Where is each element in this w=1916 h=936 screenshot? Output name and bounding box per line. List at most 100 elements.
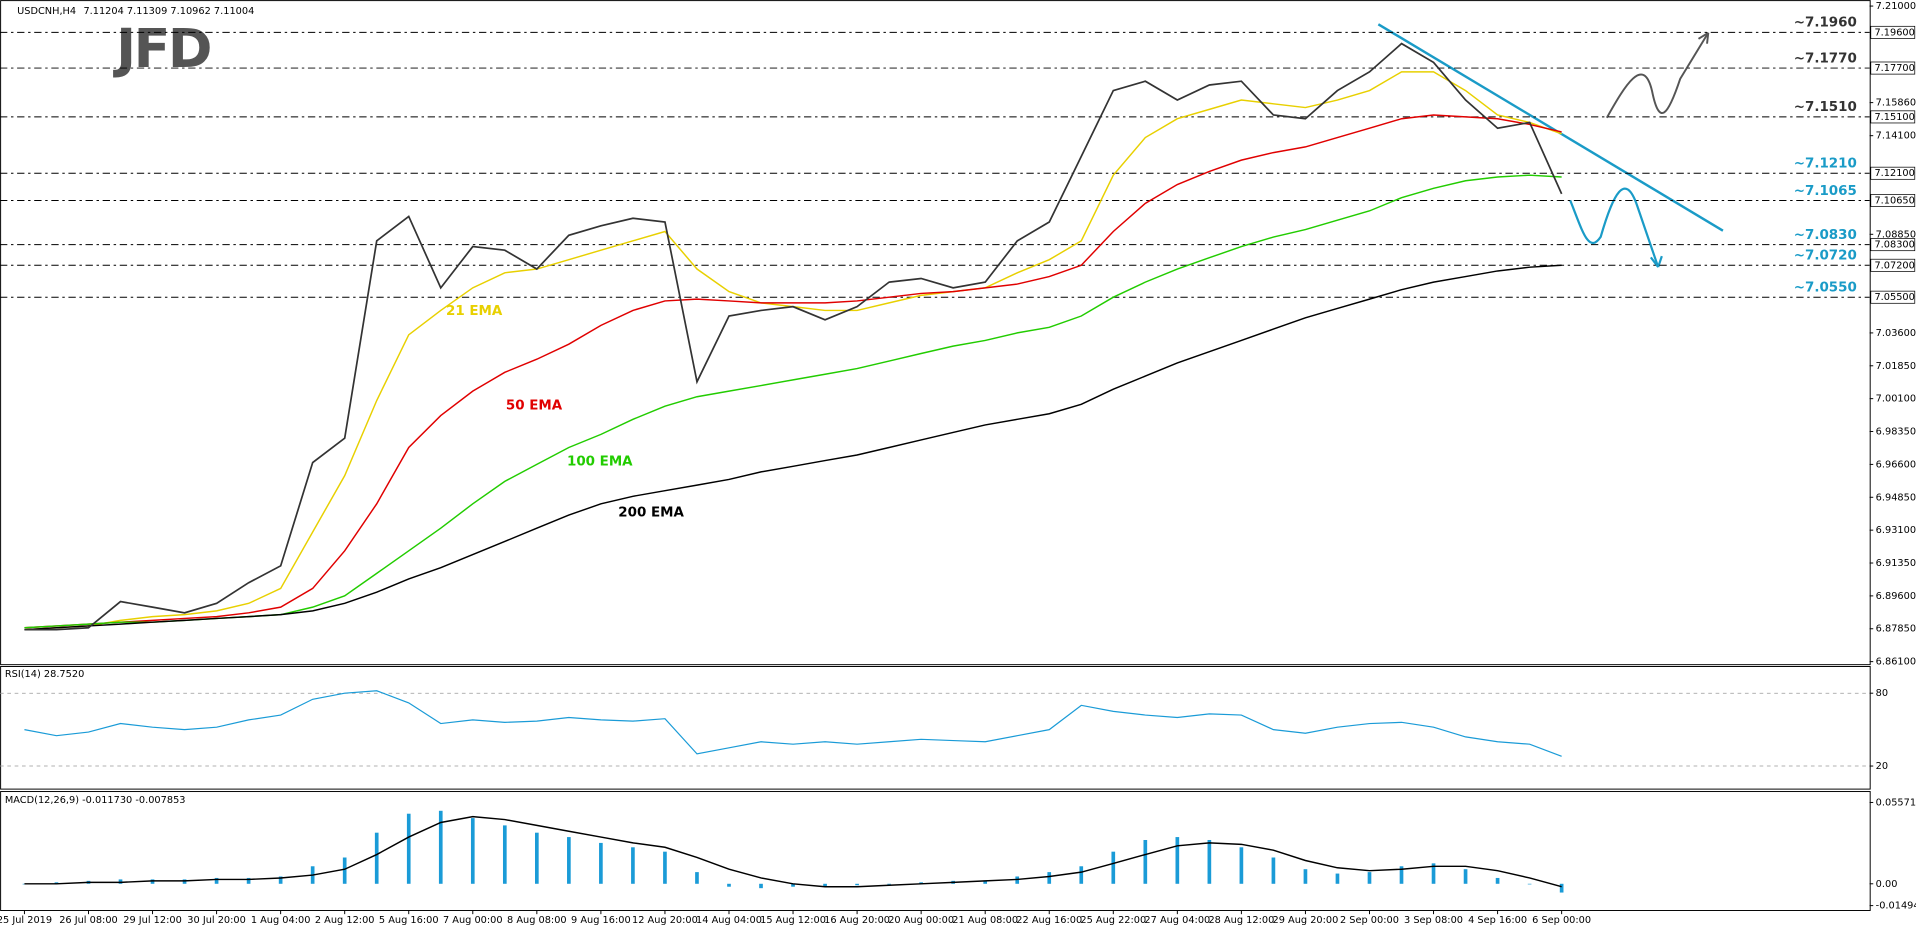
y-tick-label: 7.03600 (1876, 328, 1916, 339)
y-tick-label: 20 (1876, 761, 1888, 772)
level-label: ~7.1510 (1794, 100, 1857, 115)
y-tick-label: 0.055714 (1876, 797, 1916, 808)
title: USDCNH,H4 (17, 6, 76, 17)
level-tag-box (1870, 61, 1916, 75)
histogram-bar (1303, 869, 1308, 884)
histogram-bar (535, 832, 539, 884)
x-tick-label: 7 Aug 00:00 (443, 915, 503, 926)
histogram-bar (1111, 851, 1116, 884)
histogram-bar (919, 882, 923, 884)
level-label: ~7.1065 (1794, 184, 1857, 199)
bullish-projection (1605, 32, 1710, 119)
arrow-head (1649, 255, 1663, 268)
ohlc: 7.11204 7.11309 7.10962 7.11004 (83, 6, 254, 17)
x-tick-label: 3 Sep 08:00 (1404, 915, 1463, 926)
histogram-bar (1335, 873, 1340, 884)
histogram-bar (1239, 847, 1244, 884)
histogram-bar (1271, 857, 1276, 884)
histogram-bar (502, 825, 507, 884)
histogram-bar (54, 882, 59, 884)
y-tick-label: 6.86100 (1876, 657, 1916, 668)
histogram-bar (1367, 872, 1372, 884)
y-tick-label: 7.15860 (1876, 98, 1916, 109)
histogram-bar (1207, 839, 1212, 884)
level-tag-box (1870, 258, 1916, 272)
histogram-bar (1431, 863, 1436, 884)
level-tag-box (1870, 25, 1916, 39)
x-tick-label: 15 Aug 12:00 (760, 915, 826, 926)
price-line (24, 690, 1562, 757)
y-tick-label: 6.96600 (1876, 459, 1916, 470)
histogram-bar (759, 883, 763, 889)
panel-title: RSI(14) 28.7520 (5, 669, 84, 680)
x-tick-label: 16 Aug 20:00 (824, 915, 890, 926)
x-tick-label: 1 Aug 04:00 (251, 915, 311, 926)
x-tick-label: 29 Jul 12:00 (123, 915, 182, 926)
histogram-bar (663, 851, 667, 884)
level-tag-box (1870, 194, 1916, 207)
level-label: ~7.1210 (1794, 157, 1857, 172)
x-tick-label: 9 Aug 16:00 (571, 915, 631, 926)
y-tick-label: 6.93100 (1876, 525, 1916, 536)
histogram-bar (1143, 839, 1148, 884)
x-tick-label: 26 Jul 08:00 (59, 915, 118, 926)
x-tick-label: 14 Aug 04:00 (696, 915, 762, 926)
histogram-bar (1495, 877, 1500, 884)
y-tick-label: 7.14100 (1876, 131, 1916, 142)
x-tick-label: 30 Jul 20:00 (187, 915, 246, 926)
histogram-bar (278, 876, 283, 884)
histogram-bar (1527, 883, 1532, 885)
x-tick-label: 21 Aug 08:00 (952, 915, 1018, 926)
ema-label: 21 EMA (446, 304, 503, 319)
histogram-bar (22, 883, 27, 885)
histogram-bar (470, 818, 475, 884)
histogram-bar (1047, 872, 1052, 884)
y-tick-label: 7.08850 (1876, 229, 1916, 240)
y-tick-label: 0.00 (1876, 879, 1898, 890)
level-tag-box (1870, 110, 1916, 124)
level-tag: 7.05500 (1874, 292, 1914, 303)
histogram-bar (1399, 866, 1404, 884)
title: MACD(12,26,9) -0.011730 -0.007853 (5, 795, 186, 806)
y-tick-label: 6.91350 (1876, 558, 1916, 569)
x-tick-label: 28 Aug 12:00 (1208, 915, 1274, 926)
signal-line (24, 815, 1562, 888)
level-tag: 7.08300 (1874, 240, 1914, 251)
rsi-panel-frame (0, 666, 1871, 790)
y-tick-label: 7.01850 (1876, 361, 1916, 372)
histogram-bar (983, 880, 988, 884)
histogram-bar (246, 877, 251, 884)
level-tag-box (1870, 166, 1916, 180)
histogram-bar (214, 877, 219, 884)
histogram-bar (342, 857, 347, 884)
histogram-bar (567, 837, 571, 884)
histogram-bar (438, 810, 443, 884)
histogram-bar (118, 879, 123, 884)
ema-line (24, 264, 1562, 631)
y-tick-label: 80 (1876, 688, 1888, 699)
level-tag: 7.17700 (1874, 63, 1914, 74)
level-tag: 7.15100 (1874, 112, 1914, 123)
ema-label: 200 EMA (618, 505, 684, 520)
y-tick-label: 7.21000 (1876, 1, 1916, 12)
histogram-bar (406, 813, 411, 884)
y-tick-label: 6.94850 (1876, 492, 1916, 503)
x-tick-label: 29 Aug 20:00 (1273, 915, 1339, 926)
histogram-bar (855, 883, 859, 886)
x-tick-label: 4 Sep 16:00 (1468, 915, 1527, 926)
x-tick-label: 2 Sep 00:00 (1340, 915, 1399, 926)
x-tick-label: 5 Aug 16:00 (379, 915, 439, 926)
level-tag: 7.07200 (1874, 260, 1914, 271)
ema-label: 100 EMA (567, 454, 633, 469)
level-label: ~7.0830 (1794, 228, 1857, 243)
arrow-head (1697, 31, 1710, 44)
x-tick-label: 8 Aug 08:00 (507, 915, 567, 926)
histogram-bar (374, 832, 379, 884)
histogram-bar (599, 842, 603, 884)
histogram-bar (631, 847, 635, 884)
x-tick-label: 25 Aug 22:00 (1080, 915, 1146, 926)
y-tick-label: 6.87850 (1876, 624, 1916, 635)
